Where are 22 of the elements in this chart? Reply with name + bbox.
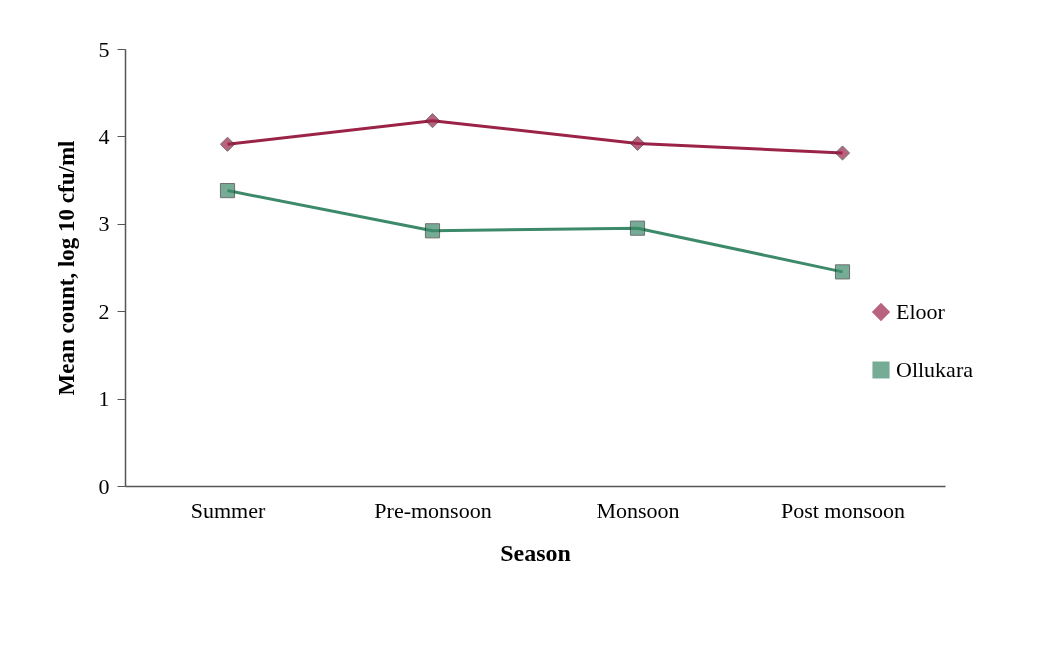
y-tick-label: 2 (98, 298, 110, 324)
legend-label: Eloor (896, 299, 946, 324)
x-tick-label: Summer (190, 497, 266, 523)
x-axis-title: Season (500, 539, 571, 566)
point (424, 223, 441, 239)
y-tick-label: 0 (98, 473, 110, 499)
point (629, 135, 646, 151)
point (424, 113, 441, 129)
y-tick-label: 3 (98, 211, 110, 237)
y-tick-label: 4 (98, 123, 110, 149)
y-axis-title: Mean count, log 10 cfu/ml (53, 140, 79, 396)
legend-label: Ollukara (896, 357, 974, 382)
point (219, 136, 236, 152)
y-tick-label: 1 (98, 386, 110, 412)
x-tick-label: Pre-monsoon (374, 497, 492, 523)
point (629, 220, 646, 236)
y-tick-label: 5 (98, 36, 110, 62)
x-tick-label: Monsoon (596, 497, 680, 523)
point (219, 183, 236, 199)
point (834, 145, 851, 161)
x-tick-label: Post monsoon (780, 497, 906, 523)
point (834, 264, 851, 280)
